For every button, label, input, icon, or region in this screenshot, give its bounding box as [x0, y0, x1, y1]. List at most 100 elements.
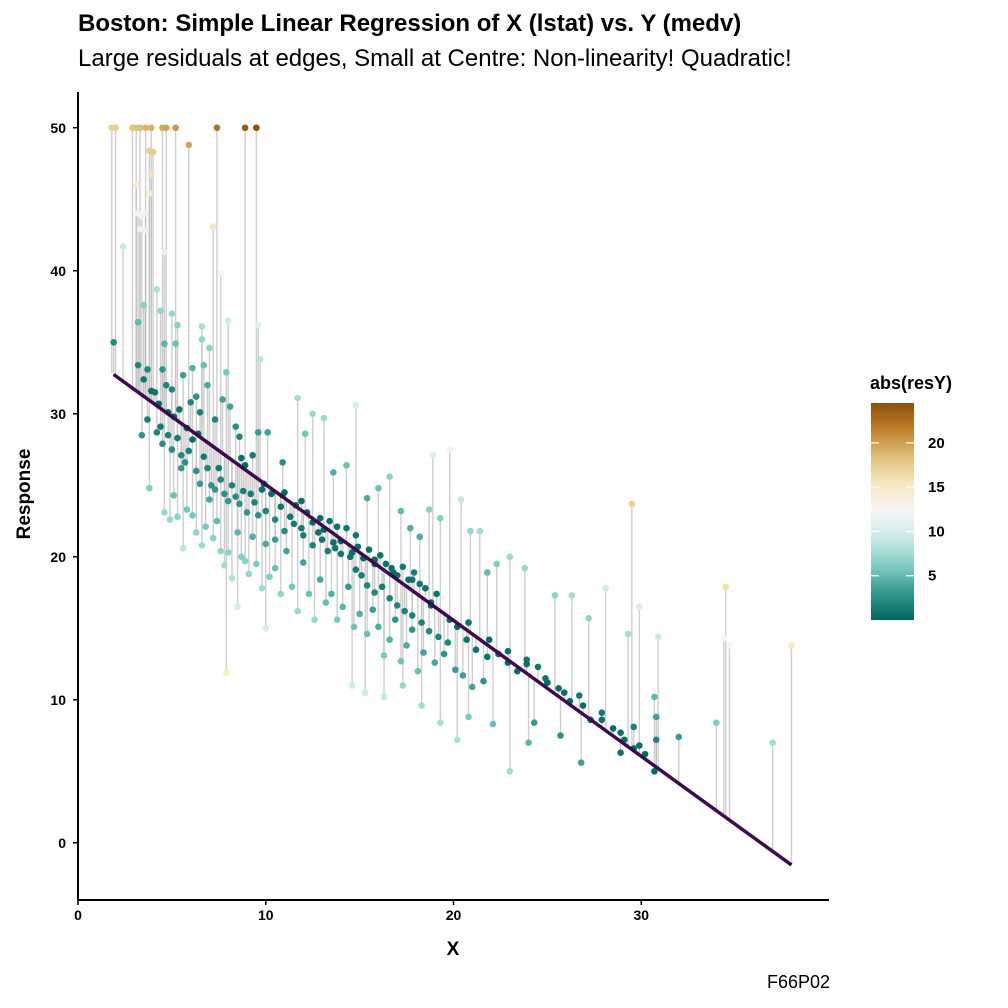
data-point [177, 451, 185, 459]
data-point [198, 336, 206, 343]
data-point [286, 513, 294, 521]
data-point [217, 270, 224, 277]
data-point [560, 689, 568, 696]
data-point [437, 514, 444, 522]
data-point [602, 584, 609, 592]
data-point [136, 225, 144, 233]
data-point [397, 507, 405, 515]
data-point [575, 692, 583, 699]
data-point [326, 517, 333, 525]
data-point [224, 549, 232, 556]
data-point [551, 592, 559, 599]
data-point [331, 544, 339, 552]
data-point [258, 486, 266, 493]
data-point [236, 433, 243, 440]
y-tick-label: 10 [50, 692, 66, 708]
data-point [371, 589, 378, 596]
data-point [328, 590, 335, 598]
data-point [134, 318, 142, 326]
data-point [305, 590, 313, 598]
data-point [211, 486, 219, 493]
data-points [108, 124, 795, 775]
data-point [483, 569, 491, 576]
data-point [249, 533, 256, 541]
data-point [318, 536, 326, 543]
data-point [418, 702, 425, 709]
data-point [444, 639, 452, 646]
data-point [788, 642, 795, 649]
data-point [258, 584, 266, 592]
data-point [189, 512, 196, 519]
data-point [769, 739, 776, 746]
data-point [174, 321, 181, 329]
y-tick-label: 0 [58, 835, 66, 851]
data-point [159, 440, 166, 448]
data-point [159, 366, 166, 373]
data-point [408, 612, 416, 619]
data-point [617, 729, 624, 736]
data-point [437, 719, 444, 726]
data-point [144, 366, 151, 373]
data-point [407, 524, 414, 532]
data-point [435, 633, 442, 641]
data-point [262, 540, 270, 548]
data-point [294, 394, 301, 402]
data-point [253, 124, 260, 132]
data-point [213, 517, 221, 525]
data-point [174, 434, 181, 442]
color-legend: abs(resY) 5 10 15 20 [870, 373, 952, 620]
data-point [172, 340, 179, 347]
data-point [506, 553, 514, 561]
data-point [223, 368, 230, 376]
data-point [429, 451, 437, 459]
data-point [324, 547, 332, 555]
x-axis-title: X [447, 939, 460, 960]
data-point [162, 381, 170, 389]
data-point [234, 529, 241, 536]
data-point [146, 190, 153, 197]
data-point [168, 310, 176, 317]
data-point [483, 653, 491, 661]
data-point [196, 409, 204, 416]
data-point [322, 599, 330, 606]
data-point [170, 491, 178, 499]
data-point [136, 124, 144, 132]
data-point [504, 647, 512, 655]
data-point [134, 361, 142, 369]
data-point [262, 624, 270, 632]
data-point [418, 619, 425, 626]
data-point [397, 657, 405, 665]
data-point [176, 406, 183, 413]
data-point [300, 532, 307, 539]
data-point [557, 732, 564, 739]
data-point [472, 646, 480, 654]
data-point [530, 719, 538, 726]
data-point [189, 436, 196, 443]
data-point [238, 553, 245, 561]
data-point [399, 563, 407, 571]
data-point [363, 582, 371, 589]
data-point [224, 497, 232, 505]
data-point [452, 666, 459, 674]
y-tick-label: 40 [50, 263, 66, 279]
data-point [241, 124, 249, 132]
data-point [221, 562, 228, 569]
data-point [577, 759, 585, 767]
data-point [579, 702, 587, 709]
data-point [298, 524, 305, 532]
data-point [316, 576, 324, 583]
data-point [168, 446, 176, 453]
data-point [585, 614, 592, 622]
data-point [161, 248, 168, 256]
data-point [254, 321, 262, 329]
data-point [217, 547, 224, 555]
data-point [192, 393, 200, 400]
data-point [174, 513, 181, 521]
data-point [493, 560, 500, 568]
data-point [534, 663, 542, 671]
data-point [309, 542, 316, 549]
legend-tick-label: 15 [928, 479, 945, 496]
data-point [179, 544, 187, 552]
data-point [254, 512, 262, 519]
